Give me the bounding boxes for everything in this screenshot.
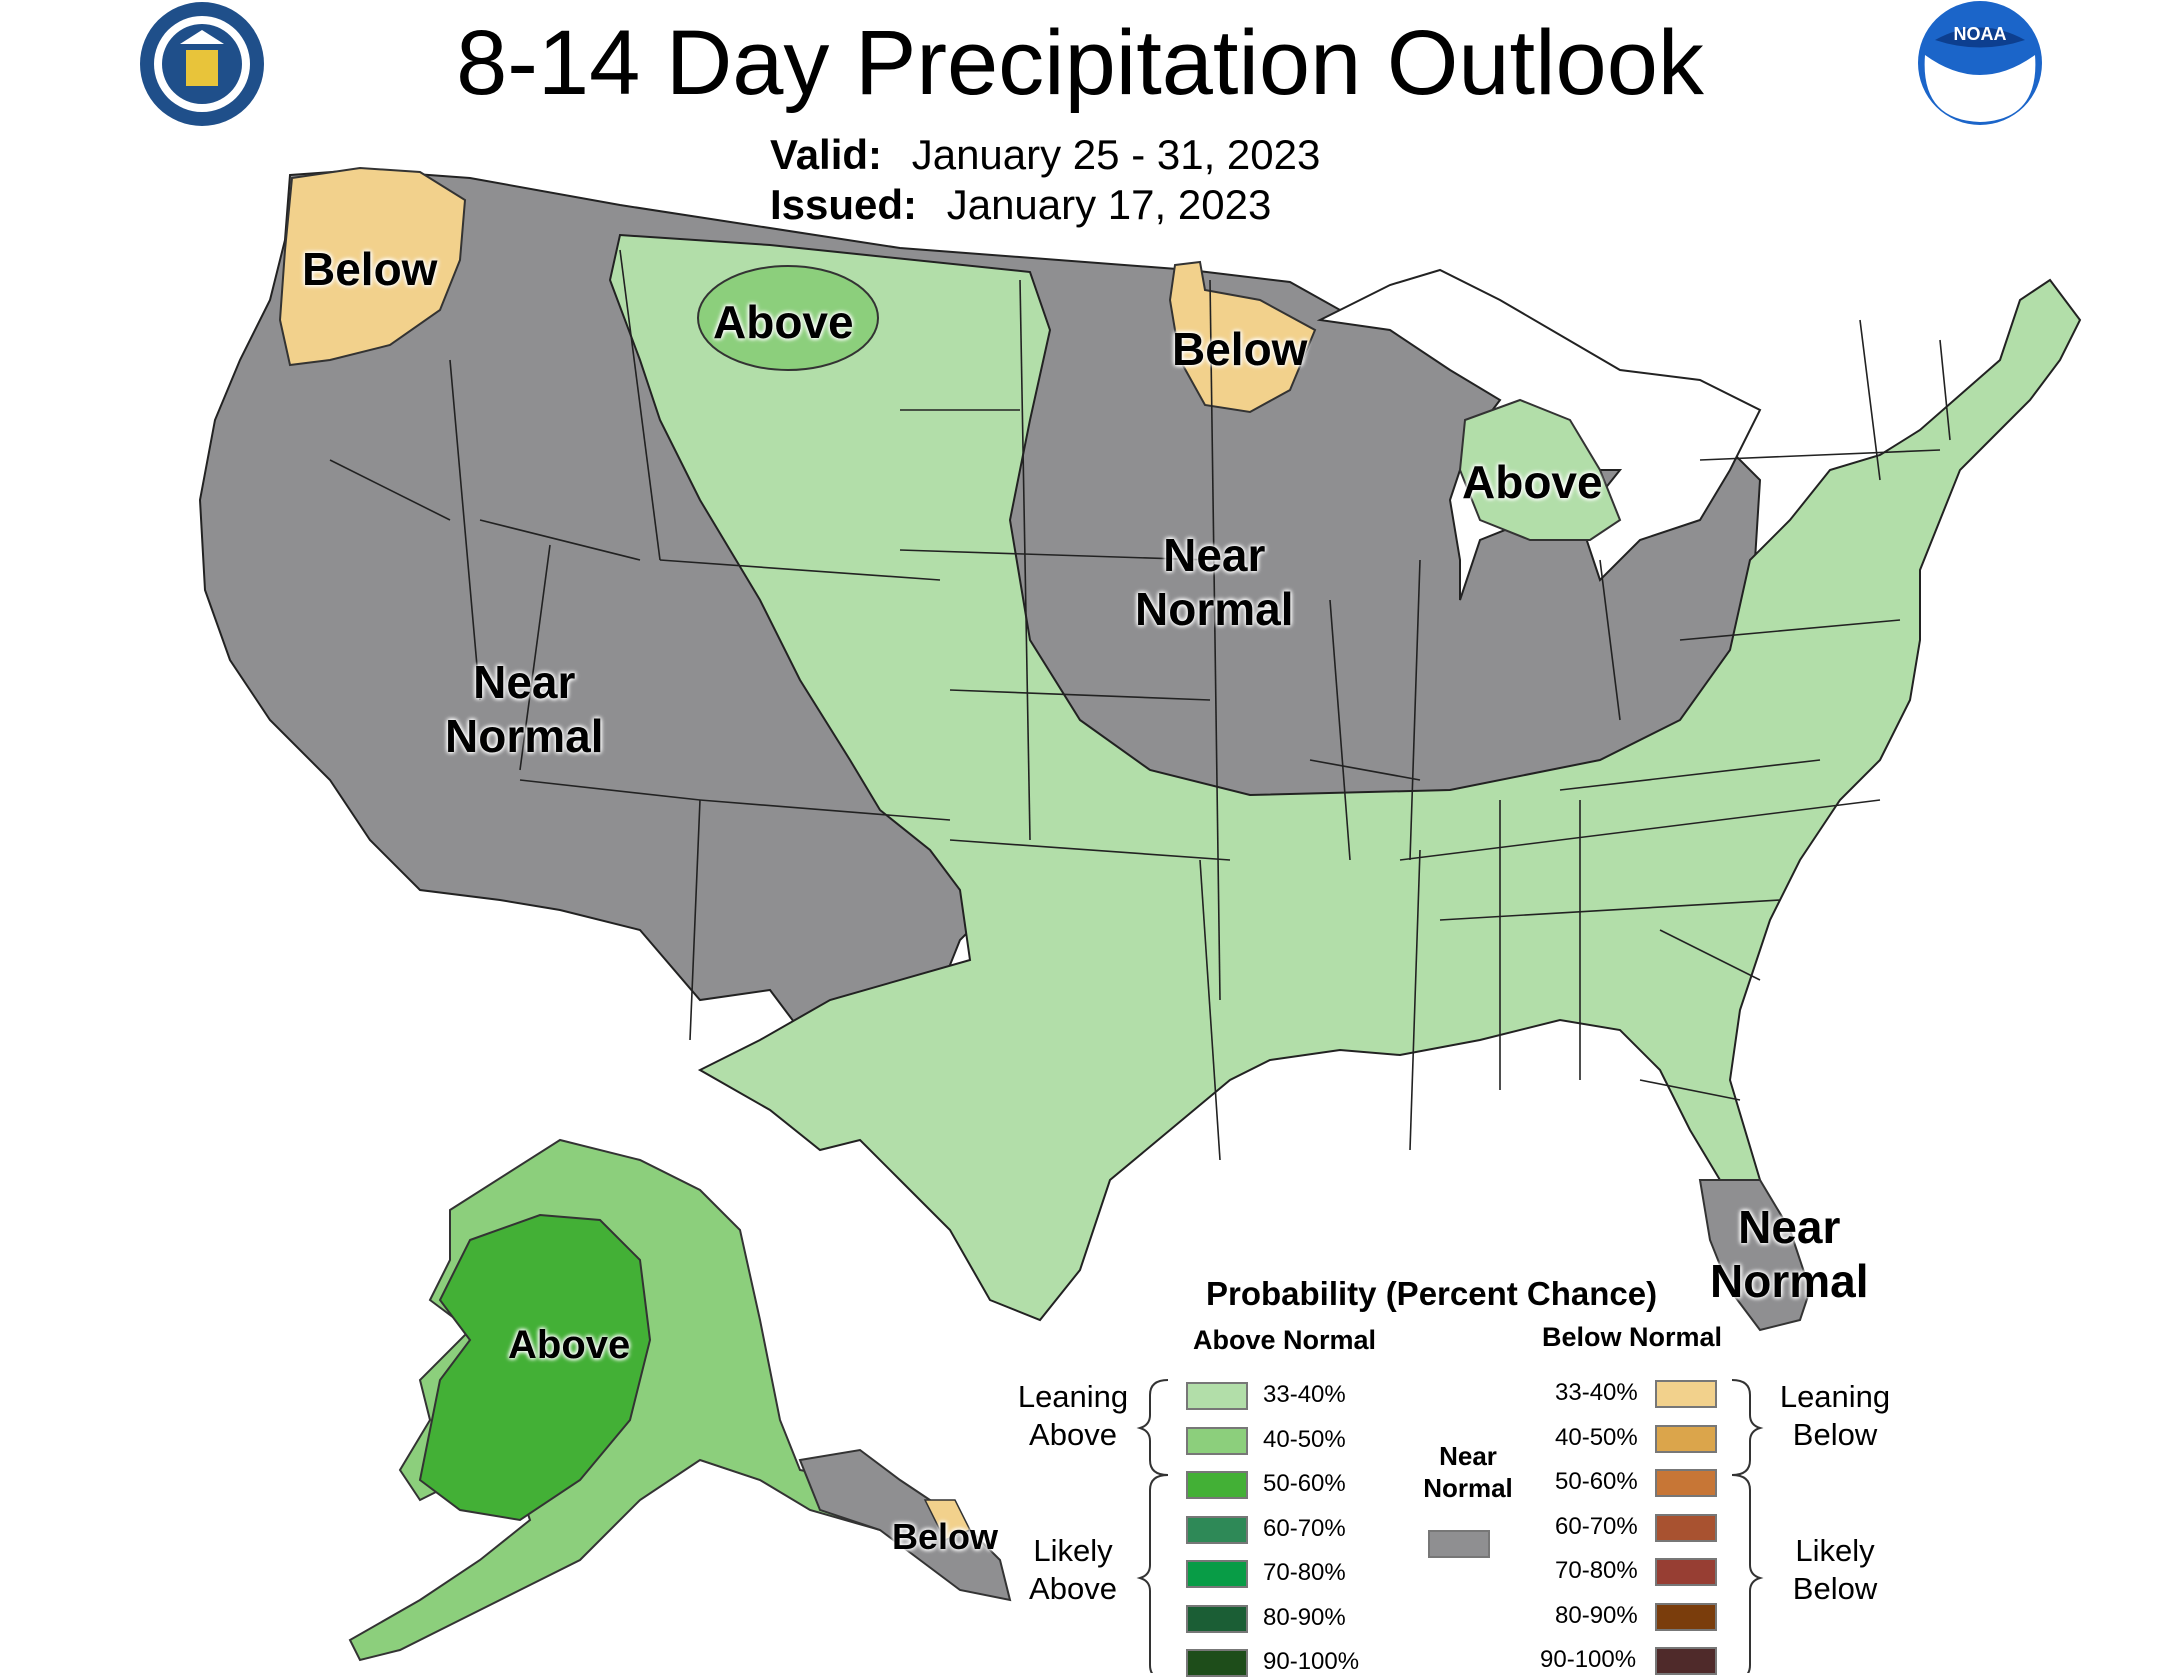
legend-swatch-below-5 [1655,1558,1717,1586]
legend-swatch-above-3 [1186,1471,1248,1499]
legend-label-above-2: 40-50% [1263,1425,1346,1453]
minnesota-below-area [1168,260,1317,414]
legend-swatch-below-3 [1655,1469,1717,1497]
legend-label-above-6: 80-90% [1263,1603,1346,1631]
legend-above-header: Above Normal [1193,1325,1377,1355]
label-alaska-above: Above [508,1323,631,1367]
legend-swatch-below-2 [1655,1424,1717,1453]
label-west-near: Near [473,656,576,708]
department-of-commerce-seal [140,2,264,126]
legend-brackets [1136,1379,1764,1673]
legend-swatch-above-6 [1186,1604,1248,1633]
legend-label-below-7: 90-100% [1540,1646,1637,1673]
legend-label-above-3: 50-60% [1263,1470,1346,1497]
alaska-panhandle-near-normal [798,1448,1012,1602]
likely-above-line2: Above [1029,1571,1117,1606]
michigan-above-area [1458,398,1622,541]
near-normal-line2: Normal [1423,1473,1513,1503]
label-michigan-above: Above [1462,456,1603,508]
state-boundaries [329,249,1951,1161]
valid-row: Valid: January 25 - 31, 2023 [770,130,1320,180]
legend-label-below-4: 60-70% [1555,1512,1638,1540]
leaning-below-line1: Leaning [1779,1379,1891,1414]
legend-leaning-below: Leaning Below [1770,1378,1900,1454]
likely-above-line1: Likely [1033,1533,1113,1568]
legend-title: Probability (Percent Chance) [1206,1275,1658,1312]
legend-below-header: Below Normal [1542,1322,1723,1352]
label-west-near-normal: Near Normal [445,655,603,763]
florida-near-normal-area [1698,1179,1812,1332]
legend-swatch-below-6 [1655,1602,1717,1631]
noaa-logo: NOAA [1918,1,2042,125]
alaska-likely-above-area [418,1213,652,1522]
legend-swatch-above-4 [1186,1515,1248,1544]
legend-swatch-above-5 [1186,1560,1248,1588]
legend-label-below-5: 70-80% [1555,1557,1638,1584]
issued-key: Issued: [770,181,918,228]
legend-label-above-4: 60-70% [1263,1514,1346,1542]
issued-row: Issued: January 17, 2023 [770,180,1271,230]
legend-swatch-below-1 [1655,1380,1717,1408]
legend-label-below-1: 33-40% [1555,1379,1638,1406]
label-montana-above: Above [713,296,854,348]
legend-label-below-2: 40-50% [1555,1423,1638,1451]
issued-date: January 17, 2023 [946,181,1272,228]
legend-likely-below: Likely Below [1770,1532,1900,1608]
legend-leaning-above: Leaning Above [1008,1378,1138,1454]
page-title: 8-14 Day Precipitation Outlook [456,12,1704,114]
legend-swatch-near-normal [1428,1530,1490,1558]
label-alaska-below: Below [892,1516,999,1557]
leaning-above-line1: Leaning [1017,1379,1129,1414]
leaning-above-line2: Above [1029,1417,1117,1452]
near-normal-line1: Near [1439,1441,1497,1471]
montana-above-area [697,265,879,371]
label-florida-near: Near [1738,1201,1841,1253]
svg-text:NOAA: NOAA [1954,24,2007,44]
leaning-below-line2: Below [1792,1417,1878,1452]
conus-leaning-above-area [608,233,2082,1322]
legend-likely-above: Likely Above [1008,1532,1138,1608]
likely-below-line2: Below [1792,1571,1878,1606]
legend-swatch-below-7 [1655,1647,1717,1675]
likely-below-line1: Likely [1795,1533,1875,1568]
label-central-normal: Normal [1135,583,1294,635]
label-central-near: Near [1163,529,1266,581]
washington-below-area [278,166,467,367]
label-florida-near-normal: Near Normal [1710,1200,1868,1308]
label-minnesota-below: Below [1172,323,1308,375]
legend-near-normal-header: Near Normal [1418,1440,1518,1504]
valid-date: January 25 - 31, 2023 [911,131,1321,178]
valid-key: Valid: [770,131,883,178]
alaska-below-area [923,1499,972,1541]
legend-label-below-6: 80-90% [1555,1601,1638,1629]
legend-label-above-5: 70-80% [1263,1559,1346,1586]
legend-swatch-above-2 [1186,1426,1248,1455]
label-central-near-normal: Near Normal [1135,528,1293,636]
legend-swatch-below-4 [1655,1513,1717,1542]
label-washington-below: Below [302,243,438,295]
label-west-normal: Normal [445,710,604,762]
label-florida-normal: Normal [1710,1255,1869,1307]
legend-swatch-above-1 [1186,1382,1248,1410]
legend-label-below-3: 50-60% [1555,1468,1638,1495]
legend-label-above-7: 90-100% [1263,1648,1360,1675]
legend-label-above-1: 33-40% [1263,1381,1346,1408]
